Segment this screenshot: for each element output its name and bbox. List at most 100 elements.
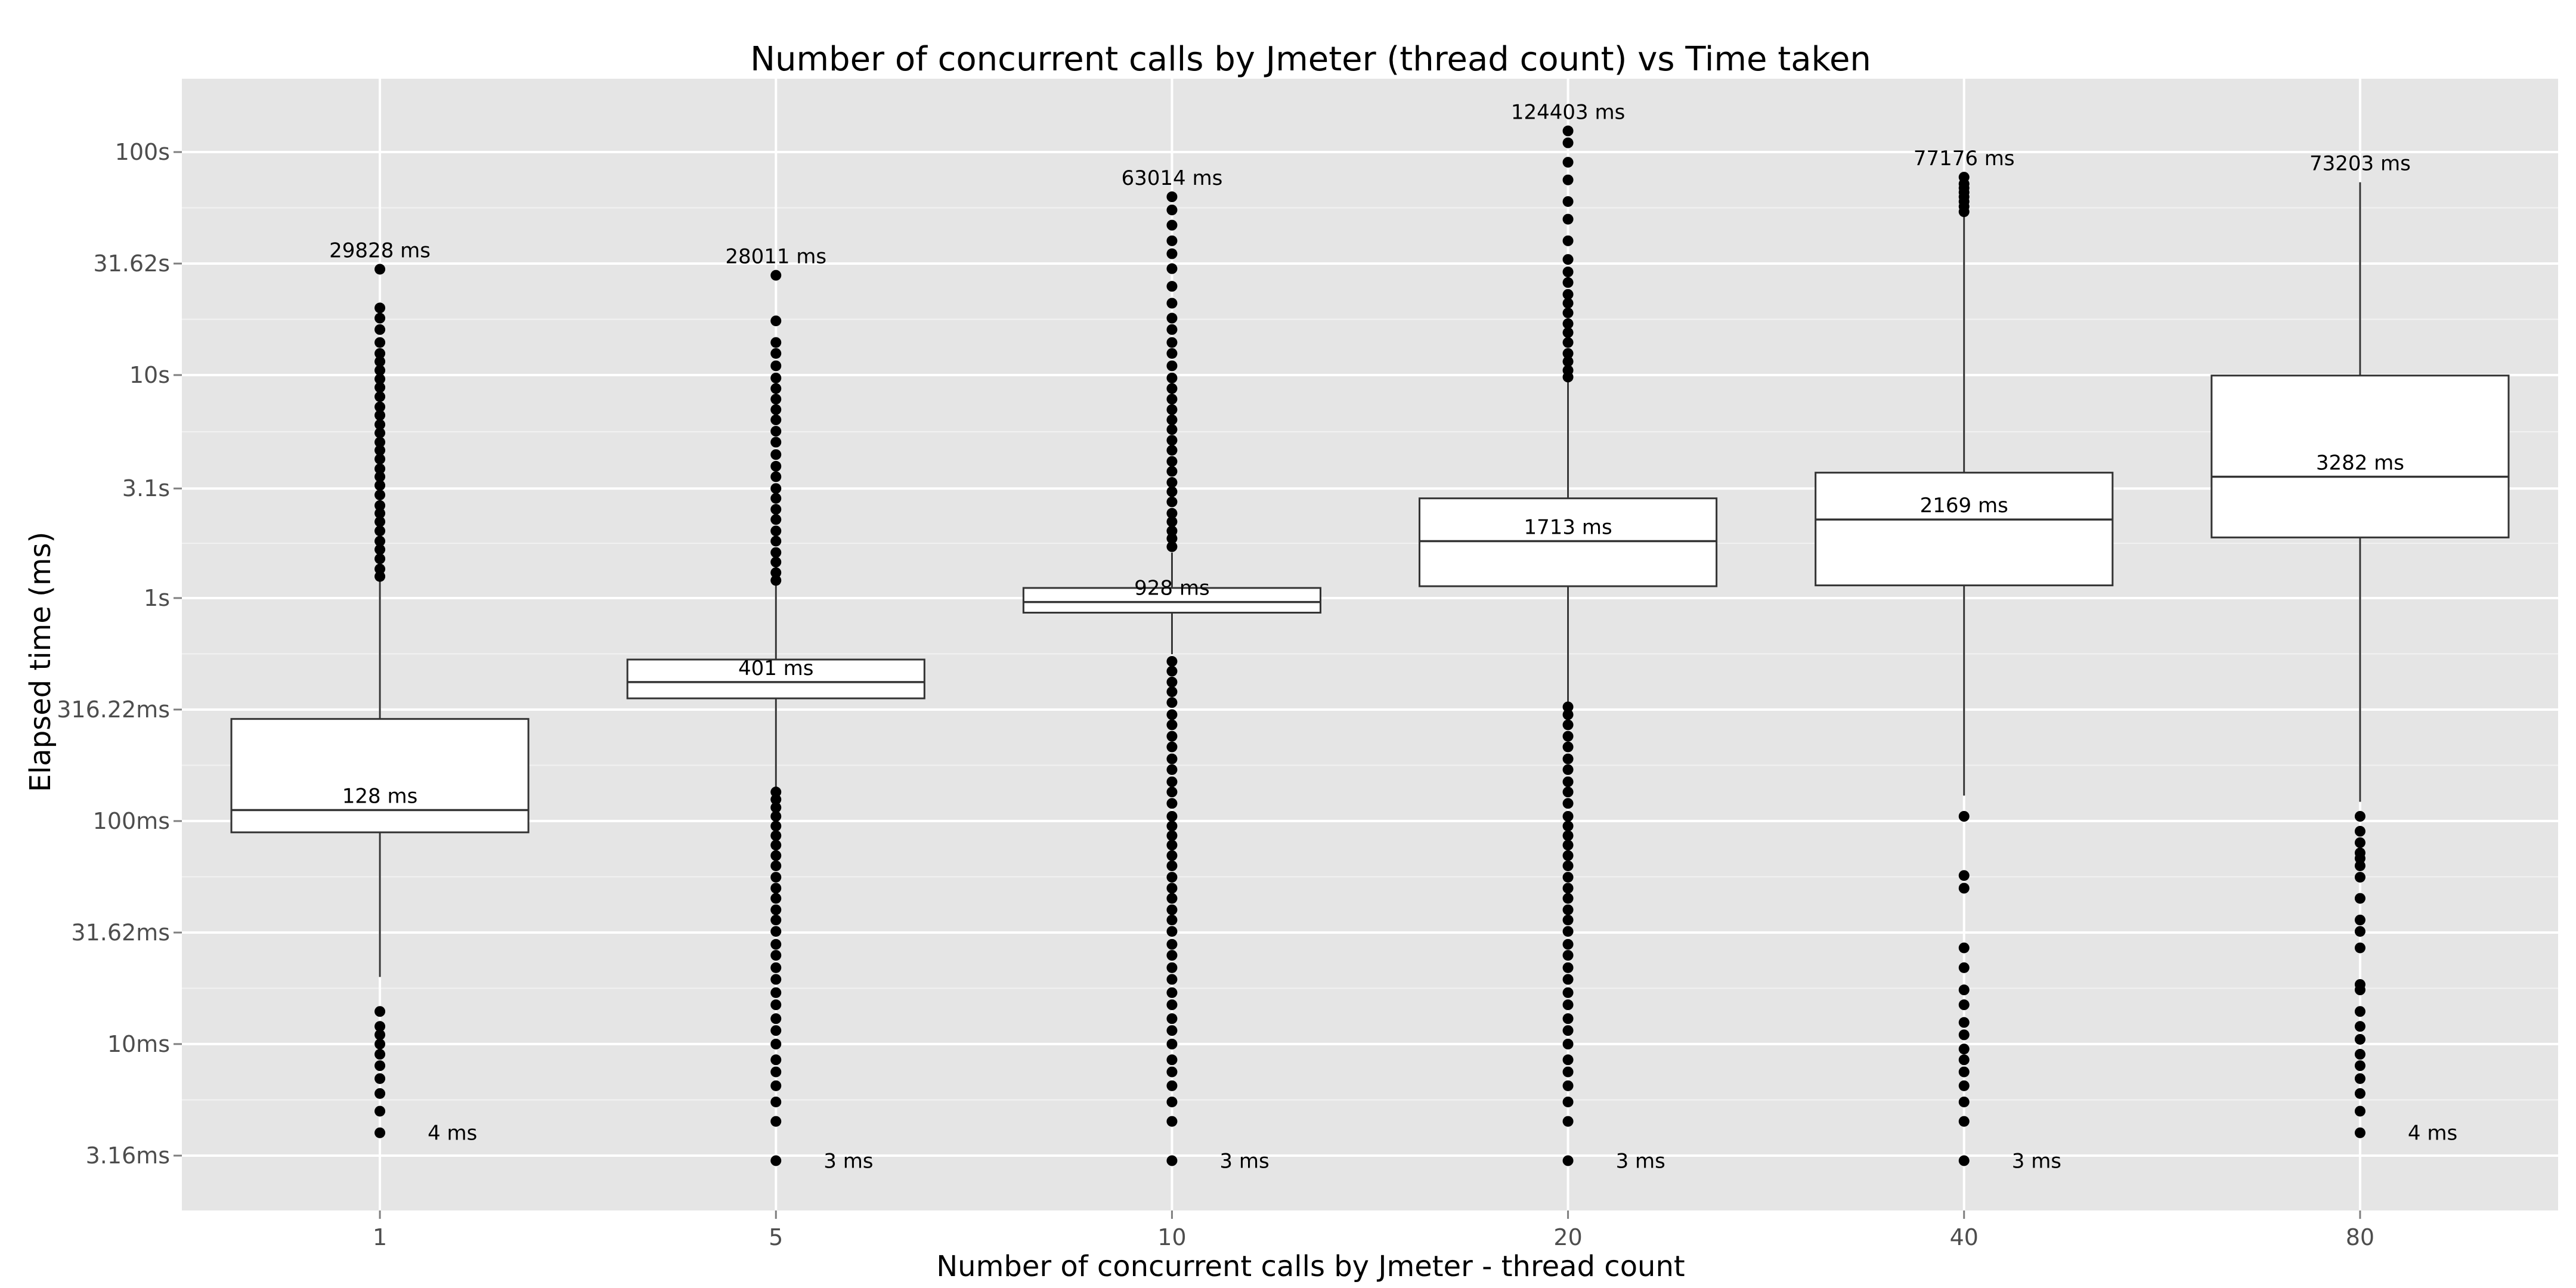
y-tick-label: 10s xyxy=(129,362,170,388)
outlier-point xyxy=(1166,764,1178,775)
outlier-point xyxy=(1166,925,1178,937)
outlier-point xyxy=(1166,541,1178,552)
outlier-point xyxy=(1562,277,1574,288)
outlier-point xyxy=(770,860,782,871)
max-label: 63014 ms xyxy=(1122,166,1223,190)
outlier-point xyxy=(2354,942,2366,953)
outlier-point xyxy=(2354,979,2366,990)
outlier-point xyxy=(374,382,386,393)
outlier-point xyxy=(2354,872,2366,883)
outlier-point xyxy=(374,535,386,547)
outlier-point xyxy=(770,794,782,805)
outlier-point xyxy=(374,490,386,501)
y-tick-label: 316.22ms xyxy=(57,696,170,723)
y-tick-label: 3.1s xyxy=(122,475,170,501)
x-tick-label: 1 xyxy=(373,1224,387,1250)
outlier-point xyxy=(770,483,782,494)
outlier-point xyxy=(1166,466,1178,477)
outlier-point xyxy=(1562,701,1574,713)
outlier-point xyxy=(2354,1049,2366,1060)
outlier-point xyxy=(770,1080,782,1091)
median-label: 1713 ms xyxy=(1524,515,1612,539)
outlier-point xyxy=(1166,383,1178,394)
outlier-point xyxy=(1562,125,1574,137)
outlier-point xyxy=(1166,709,1178,720)
outlier-point xyxy=(1562,1116,1574,1127)
outlier-point xyxy=(770,535,782,547)
outlier-point xyxy=(1958,1096,1970,1107)
outlier-point xyxy=(1562,298,1574,309)
outlier-point xyxy=(770,315,782,327)
outlier-point xyxy=(770,514,782,525)
outlier-point xyxy=(1166,904,1178,915)
median-label: 928 ms xyxy=(1134,577,1210,600)
outlier-point xyxy=(1958,1080,1970,1091)
outlier-point xyxy=(1958,1044,1970,1055)
y-tick-label: 100ms xyxy=(93,808,170,834)
outlier-point xyxy=(1562,830,1574,841)
outlier-point xyxy=(1166,656,1178,667)
outlier-point xyxy=(770,802,782,813)
outlier-point xyxy=(1958,1116,1970,1127)
outlier-point xyxy=(2354,1033,2366,1045)
box-group-20: 1713 ms 124403 ms 3 ms xyxy=(1419,101,1718,1173)
outlier-point xyxy=(770,974,782,985)
box-group-80: 3282 ms 73203 ms 4 ms xyxy=(2210,152,2510,1145)
outlier-point xyxy=(770,556,782,568)
outlier-point xyxy=(770,449,782,460)
outlier-point xyxy=(770,1038,782,1049)
outlier-point xyxy=(374,1088,386,1099)
outlier-point xyxy=(1958,999,1970,1011)
outlier-point xyxy=(1166,893,1178,904)
outlier-point xyxy=(1166,1080,1178,1091)
outlier-point xyxy=(374,525,386,537)
outlier-point xyxy=(1166,1013,1178,1024)
outlier-point xyxy=(2354,925,2366,937)
outlier-point xyxy=(1562,327,1574,338)
outlier-point xyxy=(770,925,782,937)
outlier-point xyxy=(1166,496,1178,507)
outlier-point xyxy=(374,516,386,527)
outlier-point xyxy=(1958,172,1970,183)
outlier-point xyxy=(1166,697,1178,708)
box-group-40: 2169 ms 77176 ms 3 ms xyxy=(1815,147,2114,1173)
outlier-point xyxy=(1562,939,1574,950)
outlier-point xyxy=(1562,974,1574,985)
outlier-point xyxy=(1562,764,1574,775)
outlier-point xyxy=(770,962,782,973)
outlier-point xyxy=(1166,850,1178,861)
outlier-point xyxy=(1562,987,1574,998)
outlier-point xyxy=(1562,730,1574,742)
outlier-point xyxy=(1958,810,1970,822)
outlier-point xyxy=(374,1006,386,1017)
y-tick-label: 1s xyxy=(144,585,170,611)
outlier-point xyxy=(1166,205,1178,216)
outlier-point xyxy=(1562,950,1574,961)
outlier-point xyxy=(770,471,782,482)
outlier-point xyxy=(1562,840,1574,851)
outlier-point xyxy=(374,264,386,275)
outlier-point xyxy=(2354,1106,2366,1117)
outlier-point xyxy=(1166,676,1178,688)
outlier-point xyxy=(1562,289,1574,300)
outlier-point xyxy=(2354,1060,2366,1072)
outlier-point xyxy=(1166,860,1178,871)
outlier-point xyxy=(770,337,782,348)
outlier-point xyxy=(1562,798,1574,809)
outlier-point xyxy=(1958,1155,1970,1166)
outlier-point xyxy=(374,471,386,482)
box-iqr xyxy=(1022,587,1321,614)
outlier-point xyxy=(1562,872,1574,883)
outlier-point xyxy=(1166,1116,1178,1127)
outlier-point xyxy=(1562,348,1574,359)
y-tick-label: 10ms xyxy=(107,1031,170,1057)
y-tick-label: 100s xyxy=(115,139,170,165)
outlier-point xyxy=(1562,318,1574,329)
outlier-point xyxy=(1562,1025,1574,1036)
outlier-point xyxy=(1166,776,1178,788)
outlier-point xyxy=(1562,753,1574,764)
outlier-point xyxy=(2354,1021,2366,1032)
outlier-point xyxy=(770,426,782,437)
y-axis-title: Elapsed time (ms) xyxy=(24,532,57,792)
outlier-point xyxy=(374,1106,386,1117)
